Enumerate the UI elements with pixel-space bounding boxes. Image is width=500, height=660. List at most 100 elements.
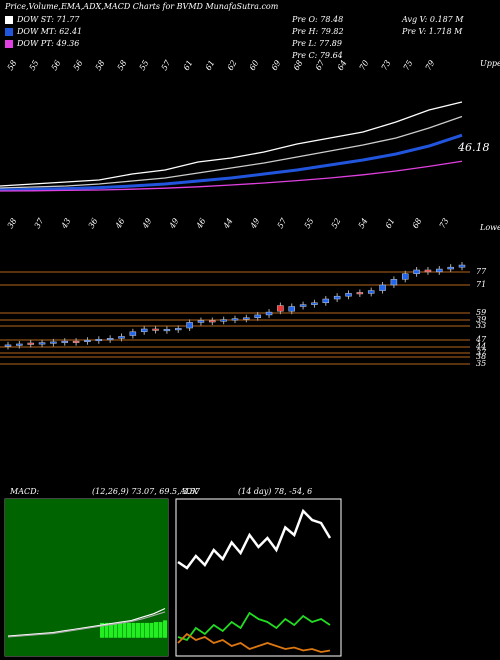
date-label: 43 — [59, 217, 72, 231]
candle — [311, 302, 318, 305]
date-label: 54 — [357, 217, 370, 230]
legend-swatch — [5, 28, 13, 36]
adx-params: (14 day) 78, -54, 6 — [238, 487, 312, 496]
candle — [254, 314, 261, 318]
candle — [265, 311, 273, 316]
info-label: Pre O: 78.48 — [291, 15, 343, 24]
date-label: 56 — [72, 59, 85, 72]
date-label: 60 — [248, 59, 261, 72]
date-label: 44 — [221, 217, 234, 231]
macd-line — [7, 611, 166, 638]
date-label: 37 — [33, 216, 46, 230]
candle — [243, 317, 250, 320]
level-label: 37 — [476, 348, 487, 357]
legend-swatch — [5, 40, 13, 48]
macd-bar — [154, 622, 158, 638]
legend-label: DOW MT: 62.41 — [16, 27, 82, 36]
lower-label: Lower — [479, 223, 500, 232]
macd-params: (12,26,9) 73.07, 69.5, 3.57 — [92, 487, 201, 496]
candle — [152, 328, 159, 331]
candle — [38, 342, 46, 345]
level-label: 33 — [476, 321, 486, 330]
candle — [390, 279, 398, 286]
date-label: 52 — [330, 217, 343, 230]
date-label: 73 — [438, 217, 451, 230]
candle — [333, 295, 341, 300]
candle — [175, 328, 182, 331]
macd-bar — [145, 622, 149, 638]
date-label: 46 — [113, 217, 126, 231]
date-label: 70 — [358, 59, 371, 72]
candle — [322, 298, 330, 304]
ema-line — [0, 115, 463, 189]
candle — [367, 290, 375, 294]
macd-bar — [104, 622, 109, 638]
level-label: 38 — [476, 352, 486, 361]
date-label: 55 — [303, 217, 316, 230]
date-label: 56 — [50, 59, 63, 72]
legend-swatch — [5, 16, 13, 24]
date-label: 73 — [380, 59, 393, 72]
adx-line — [177, 632, 331, 653]
candle — [299, 304, 307, 307]
candle — [288, 306, 295, 312]
macd-bar — [100, 622, 104, 638]
chart-title: Price,Volume,EMA,ADX,MACD Charts for BVM… — [4, 2, 279, 11]
macd-bar — [140, 622, 145, 638]
candle — [197, 320, 205, 323]
candle — [379, 284, 386, 291]
upper-label: Upper — [480, 59, 500, 68]
adx-line — [177, 611, 331, 642]
candle — [436, 268, 443, 273]
level-label: 44 — [475, 342, 486, 351]
macd-bar — [109, 622, 113, 638]
candle — [447, 266, 454, 270]
candle — [277, 305, 284, 312]
date-label: 75 — [402, 59, 415, 72]
candle — [95, 339, 103, 342]
ema-line — [0, 133, 463, 192]
candle — [424, 269, 432, 273]
date-label: 67 — [314, 58, 327, 72]
date-label: 49 — [248, 217, 261, 231]
ema-label: 46.18 — [457, 141, 490, 154]
macd-bar — [163, 620, 167, 638]
candle — [209, 320, 216, 323]
date-label: 58 — [6, 59, 19, 72]
macd-bar — [131, 622, 136, 638]
level-label: 59 — [476, 308, 486, 317]
candle — [186, 322, 193, 329]
macd-bar — [136, 622, 140, 638]
info-label: Avg V: 0.187 M — [401, 15, 464, 24]
date-label: 49 — [167, 217, 180, 231]
macd-label: MACD: — [9, 487, 40, 496]
candle — [84, 339, 91, 342]
date-label: 62 — [226, 59, 239, 72]
date-label: 46 — [194, 217, 207, 231]
candle — [231, 318, 239, 321]
level-label: 71 — [476, 280, 486, 289]
macd-bar — [122, 622, 127, 638]
candle — [356, 292, 364, 295]
date-label: 57 — [160, 58, 173, 72]
date-label: 36 — [87, 217, 100, 230]
date-label: 69 — [270, 59, 283, 72]
candle — [27, 342, 34, 345]
date-label: 64 — [336, 59, 349, 72]
candle — [413, 269, 420, 274]
candle — [106, 338, 114, 341]
candle — [16, 343, 23, 346]
date-label: 61 — [384, 217, 397, 230]
date-label: 55 — [28, 59, 41, 72]
level-label: 35 — [476, 359, 486, 368]
info-label: Pre L: 77.89 — [291, 39, 342, 48]
macd-bar — [127, 622, 131, 638]
date-label: 57 — [276, 216, 289, 230]
date-label: 49 — [140, 217, 153, 231]
adx-panel — [175, 498, 342, 657]
candle — [220, 319, 227, 322]
macd-bar — [118, 622, 122, 638]
candle — [345, 293, 352, 297]
date-label: 61 — [204, 59, 217, 72]
